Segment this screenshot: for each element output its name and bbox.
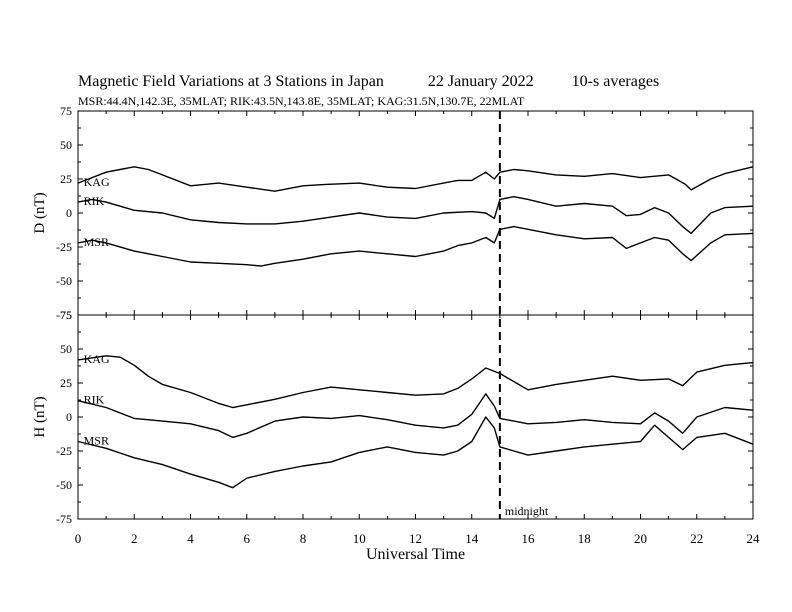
x-tick-label: 18 bbox=[578, 531, 591, 546]
x-tick-label: 2 bbox=[131, 531, 138, 546]
title-date: 22 January 2022 bbox=[427, 73, 534, 90]
y-axis-label: H (nT) bbox=[32, 396, 48, 437]
x-tick-label: 0 bbox=[75, 531, 82, 546]
chart-title: Magnetic Field Variations at 3 Stations … bbox=[78, 73, 659, 91]
y-tick-label: 0 bbox=[66, 206, 72, 220]
y-tick-label: -50 bbox=[56, 274, 72, 288]
x-tick-label: 24 bbox=[747, 531, 761, 546]
y-tick-label: -25 bbox=[56, 444, 72, 458]
series-label-kag: KAG bbox=[84, 352, 110, 366]
y-tick-label: 25 bbox=[60, 172, 72, 186]
y-tick-label: -75 bbox=[56, 308, 72, 322]
x-tick-label: 8 bbox=[300, 531, 307, 546]
series-rik-2 bbox=[77, 393, 754, 439]
series-msr-2 bbox=[77, 416, 754, 489]
x-axis-label: Universal Time bbox=[366, 546, 465, 563]
title-main: Magnetic Field Variations at 3 Stations … bbox=[78, 73, 384, 90]
x-tick-label: 10 bbox=[353, 531, 366, 546]
y-tick-label: 50 bbox=[60, 138, 72, 152]
x-tick-label: 12 bbox=[409, 531, 422, 546]
y-tick-label: -25 bbox=[56, 240, 72, 254]
series-msr-1 bbox=[77, 225, 754, 267]
series-kag-1 bbox=[77, 166, 754, 192]
x-tick-label: 6 bbox=[244, 531, 251, 546]
y-tick-label: 25 bbox=[60, 376, 72, 390]
panel-frame-1 bbox=[77, 110, 754, 316]
series-label-rik: RIK bbox=[84, 393, 105, 407]
title-averaging: 10-s averages bbox=[571, 73, 660, 90]
x-tick-label: 20 bbox=[634, 531, 647, 546]
series-label-msr: MSR bbox=[84, 433, 109, 447]
y-tick-label: 50 bbox=[60, 342, 72, 356]
x-tick-label: 22 bbox=[690, 531, 703, 546]
y-axis-label: D (nT) bbox=[32, 192, 48, 233]
x-tick-label: 4 bbox=[187, 531, 194, 546]
series-label-rik: RIK bbox=[84, 194, 105, 208]
panel-frame-2 bbox=[77, 314, 754, 520]
y-tick-label: 75 bbox=[60, 308, 72, 322]
x-tick-label: 14 bbox=[465, 531, 479, 546]
series-label-kag: KAG bbox=[84, 175, 110, 189]
chart-subtitle: MSR:44.4N,142.3E, 35MLAT; RIK:43.5N,143.… bbox=[78, 94, 525, 108]
midnight-label: midnight bbox=[505, 504, 549, 518]
series-rik-1 bbox=[77, 195, 754, 235]
y-tick-label: 75 bbox=[60, 104, 72, 118]
series-kag-2 bbox=[77, 355, 754, 409]
y-tick-label: -50 bbox=[56, 478, 72, 492]
series-label-msr: MSR bbox=[84, 235, 109, 249]
y-tick-label: -75 bbox=[56, 512, 72, 526]
y-tick-label: 0 bbox=[66, 410, 72, 424]
x-tick-label: 16 bbox=[522, 531, 536, 546]
